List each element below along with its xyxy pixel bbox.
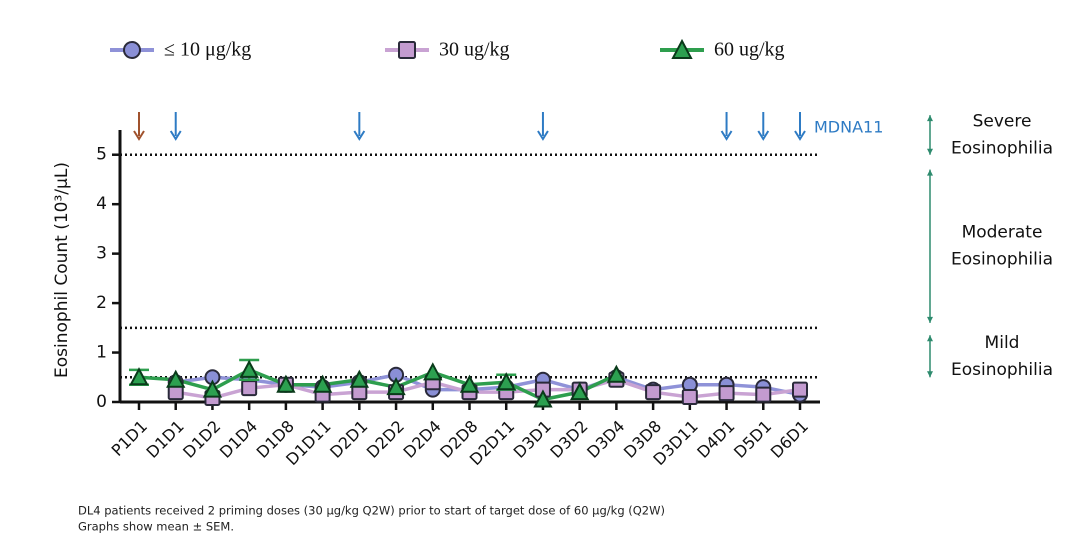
legend-marker <box>671 38 693 59</box>
x-tick-label: D1D2 <box>179 417 224 462</box>
y-tick-label: 4 <box>96 194 107 214</box>
x-tick-label: D2D4 <box>400 417 445 462</box>
footnote: Graphs show mean ± SEM. <box>78 520 234 534</box>
data-point <box>755 386 772 403</box>
zone-label: Eosinophilia <box>951 250 1053 270</box>
dose-arrowhead <box>720 130 733 141</box>
zone-label: Mild <box>985 333 1020 353</box>
data-point <box>129 367 149 386</box>
data-point <box>349 369 369 388</box>
y-tick-label: 5 <box>96 145 107 165</box>
x-tick-label: P1D1 <box>108 417 151 460</box>
data-point <box>239 359 259 378</box>
x-tick-label: D3D1 <box>510 417 555 462</box>
dose-label: MDNA11 <box>814 118 883 137</box>
data-point <box>166 369 186 388</box>
dose-arrowhead <box>133 130 145 141</box>
data-point <box>792 381 808 398</box>
data-point <box>202 379 223 398</box>
data-point <box>276 374 296 393</box>
zone-label: Severe <box>973 111 1032 131</box>
data-point <box>459 374 480 393</box>
legend-label: 60 ug/kg <box>714 39 785 61</box>
zone-label: Moderate <box>962 223 1043 243</box>
dose-arrowhead <box>169 130 182 141</box>
y-tick-label: 2 <box>96 293 107 313</box>
legend-label: ≤ 10 μg/kg <box>164 39 251 61</box>
data-point <box>423 362 443 381</box>
data-point <box>386 377 406 396</box>
data-point <box>496 372 516 391</box>
data-point <box>570 381 590 401</box>
x-tick-label: D6D1 <box>767 417 812 462</box>
x-tick-label: D5D1 <box>730 417 775 462</box>
y-axis-label: Eosinophil Count (10³/μL) <box>52 162 72 378</box>
dose-arrowhead <box>794 130 806 141</box>
x-tick-label: D2D2 <box>363 417 408 462</box>
y-tick-label: 0 <box>96 392 107 412</box>
footnote: DL4 patients received 2 priming doses (3… <box>78 504 665 518</box>
x-tick-label: D1D4 <box>216 417 261 462</box>
dose-arrowhead <box>757 130 770 141</box>
x-tick-label: D3D4 <box>583 417 628 462</box>
x-tick-label: D4D1 <box>693 417 738 462</box>
x-tick-label: D2D1 <box>326 417 371 462</box>
data-point <box>681 389 698 406</box>
dose-arrowhead <box>537 130 549 141</box>
data-point <box>533 389 553 408</box>
y-tick-label: 3 <box>96 244 107 264</box>
legend-marker <box>123 41 141 59</box>
legend-label: 30 ug/kg <box>439 39 510 61</box>
data-point <box>241 380 258 397</box>
legend-marker <box>398 41 416 59</box>
y-tick-label: 1 <box>96 343 107 363</box>
zone-label: Eosinophilia <box>951 360 1053 380</box>
data-point <box>312 374 333 393</box>
dose-arrowhead <box>353 130 366 141</box>
x-tick-label: D3D2 <box>546 417 591 462</box>
data-point <box>606 364 627 383</box>
x-tick-label: D1D1 <box>142 417 187 462</box>
data-point <box>645 384 662 401</box>
data-point <box>718 385 735 402</box>
zone-label: Eosinophilia <box>951 138 1053 158</box>
